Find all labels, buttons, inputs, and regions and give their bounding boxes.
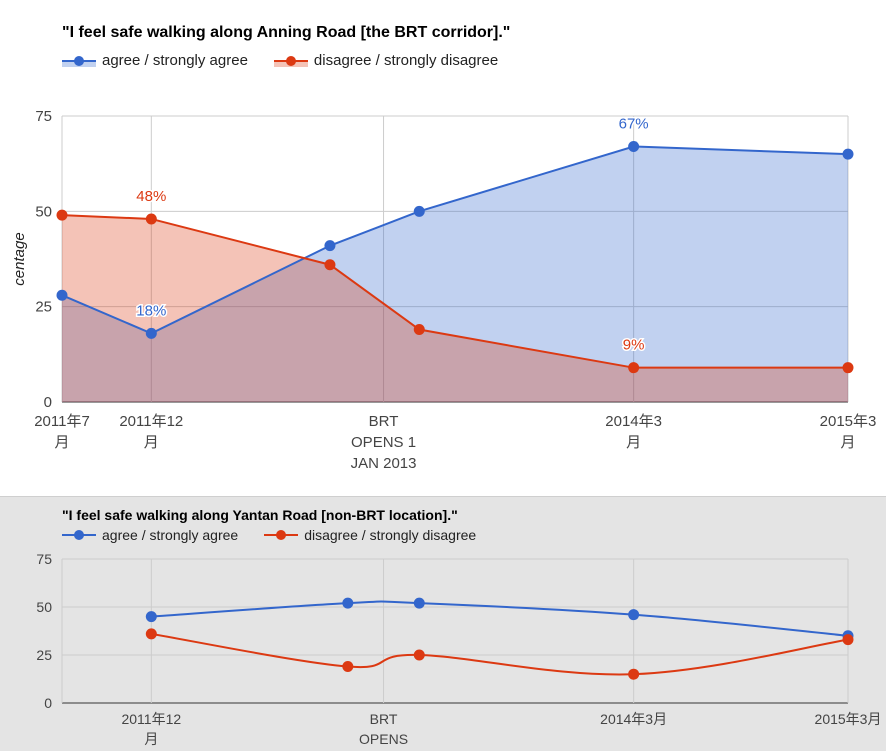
anning-legend-disagree-label: disagree / strongly disagree: [313, 52, 499, 69]
anning-disagree-point[interactable]: [324, 259, 336, 271]
yantan-disagree-point[interactable]: [842, 634, 854, 646]
yantan-chart-title: "I feel safe walking along Yantan Road […: [62, 507, 458, 523]
anning-disagree-point[interactable]: [413, 324, 425, 336]
anning-legend-disagree[interactable]: disagree / strongly disagree: [273, 52, 499, 69]
anning-ylabel: centage: [11, 232, 28, 285]
anning-agree-point[interactable]: [413, 205, 425, 217]
anning-agree-point[interactable]: [842, 148, 854, 160]
yantan-xtick-label: OPENS: [359, 731, 408, 747]
anning-agree-data-label: 67%: [619, 116, 649, 133]
anning-ytick-label: 75: [35, 108, 52, 125]
anning-plot: 0 25 50 75 2011年7 月 2011年12 月 BRT OPENS 1 JAN 2013…: [11, 108, 877, 472]
anning-xtick-label: OPENS 1: [351, 434, 416, 451]
anning-xtick-label: 月: [144, 434, 159, 451]
yantan-xtick-label: 2015年3月: [815, 711, 882, 727]
anning-xtick-label: 2014年3: [605, 413, 662, 430]
yantan-xtick-label: 月: [144, 731, 158, 747]
anning-legend: agree / strongly agree disagree / strong…: [62, 52, 524, 69]
agree-swatch-icon: [62, 55, 96, 67]
anning-xtick-label: BRT: [369, 413, 399, 430]
anning-disagree-point[interactable]: [145, 213, 157, 225]
anning-agree-point[interactable]: [628, 141, 640, 153]
yantan-legend-disagree-label: disagree / strongly disagree: [304, 527, 477, 543]
yantan-disagree-point[interactable]: [413, 649, 425, 661]
anning-agree-point[interactable]: [324, 240, 336, 252]
anning-xtick-label: 2011年7: [34, 413, 90, 430]
anning-road-chart-panel: "I feel safe walking along Anning Road […: [11, 24, 877, 472]
anning-xtick-label: 月: [54, 434, 69, 451]
anning-agree-point[interactable]: [145, 327, 157, 339]
agree-line-swatch-icon: [62, 530, 96, 540]
anning-legend-agree-label: agree / strongly agree: [102, 52, 248, 69]
anning-disagree-area: [62, 215, 848, 402]
anning-disagree-point[interactable]: [628, 362, 640, 374]
yantan-agree-point[interactable]: [413, 597, 425, 609]
yantan-ytick-label: 50: [36, 599, 52, 615]
anning-agree-data-label: 18%: [136, 302, 166, 319]
anning-xtick-label: 2015年3: [820, 413, 877, 430]
anning-xtick-label: 月: [626, 434, 641, 451]
anning-legend-agree[interactable]: agree / strongly agree: [62, 52, 248, 69]
yantan-xtick-label: 2014年3月: [600, 711, 667, 727]
anning-xtick-label: 2011年12: [119, 413, 183, 430]
yantan-legend-agree[interactable]: agree / strongly agree: [62, 527, 238, 543]
yantan-legend: agree / strongly agree disagree / strong…: [62, 527, 502, 543]
yantan-legend-disagree[interactable]: disagree / strongly disagree: [264, 527, 476, 543]
yantan-xtick-label: BRT: [370, 711, 398, 727]
yantan-disagree-point[interactable]: [145, 628, 157, 640]
anning-ytick-label: 25: [35, 299, 52, 316]
yantan-road-chart-panel: "I feel safe walking along Yantan Road […: [0, 496, 886, 751]
anning-disagree-line: [61, 214, 848, 369]
anning-disagree-point[interactable]: [56, 209, 68, 221]
anning-chart-title: "I feel safe walking along Anning Road […: [62, 24, 511, 41]
disagree-swatch-icon: [273, 55, 308, 67]
anning-xtick-label: JAN 2013: [351, 455, 417, 472]
anning-xtick-label: 月: [840, 434, 855, 451]
anning-disagree-point[interactable]: [842, 362, 854, 374]
yantan-agree-point[interactable]: [342, 597, 354, 609]
yantan-disagree-line: [151, 632, 849, 676]
yantan-agree-point[interactable]: [145, 611, 157, 623]
yantan-ytick-label: 25: [36, 647, 52, 663]
anning-agree-point[interactable]: [56, 289, 68, 301]
anning-ytick-label: 50: [35, 203, 52, 220]
anning-disagree-data-label: 48%: [136, 188, 166, 205]
disagree-line-swatch-icon: [264, 530, 299, 540]
yantan-plot: 0 25 50 75 2011年12 月 BRT OPENS 2014年3月 2015年3月: [36, 551, 882, 747]
anning-disagree-data-label: 9%: [623, 337, 645, 354]
yantan-ytick-label: 0: [44, 695, 52, 711]
anning-agree-area: [62, 146, 848, 402]
yantan-agree-point[interactable]: [628, 609, 640, 621]
anning-agree-line: [61, 145, 849, 335]
yantan-disagree-point[interactable]: [628, 668, 640, 680]
anning-ytick-label: 0: [44, 394, 52, 411]
yantan-ytick-label: 75: [36, 551, 52, 567]
yantan-legend-agree-label: agree / strongly agree: [102, 527, 239, 543]
yantan-disagree-point[interactable]: [342, 661, 354, 673]
yantan-xtick-label: 2011年12: [121, 711, 181, 727]
